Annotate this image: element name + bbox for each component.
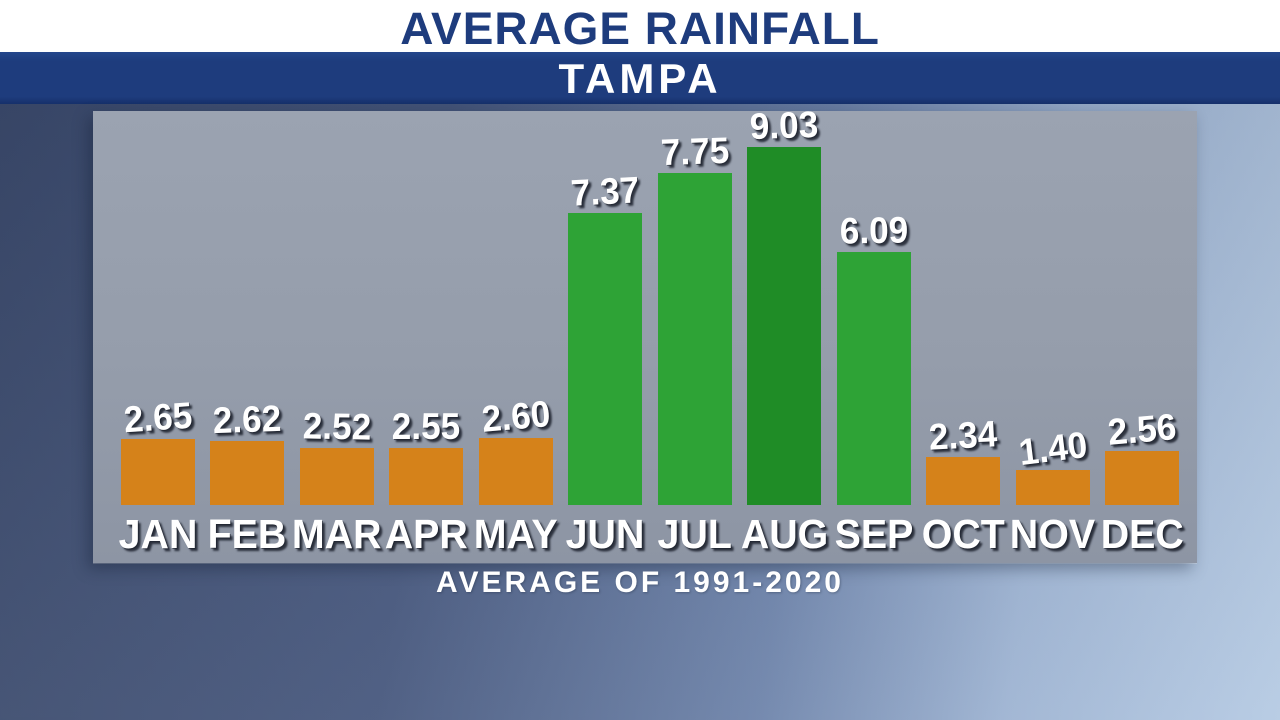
chart-caption: AVERAGE OF 1991-2020 — [436, 566, 844, 599]
rain-bar — [299, 448, 374, 505]
month-label: OCT — [921, 510, 1005, 557]
page-title: AVERAGE RAINFALL — [400, 2, 880, 54]
month-label: SEP — [834, 510, 914, 557]
bar-value-label: 7.75 — [659, 129, 730, 174]
bar-column: 2.62 FEB — [203, 397, 293, 563]
month-label: APR — [384, 510, 468, 557]
location-band: TAMPA — [0, 52, 1280, 104]
bar-column: 2.60 MAY — [471, 393, 561, 563]
bar-value-label: 2.60 — [479, 393, 552, 440]
bar-column: 2.52 MAR — [291, 405, 382, 563]
bar-value-label: 2.55 — [392, 406, 461, 447]
month-label: MAR — [291, 510, 382, 557]
bar-value-label: 1.40 — [1016, 423, 1090, 474]
location-title: TAMPA — [558, 55, 722, 102]
month-label: DEC — [1100, 510, 1184, 557]
month-label: FEB — [207, 510, 287, 557]
bar-value-label: 2.52 — [302, 405, 372, 448]
month-label: AUG — [740, 510, 828, 557]
bar-column: 2.65 JAN — [113, 394, 203, 563]
month-label: JAN — [118, 510, 198, 557]
rain-bar — [747, 147, 822, 505]
bar-column: 1.40 NOV — [1008, 424, 1098, 563]
rain-bar — [1015, 470, 1090, 505]
bar-value-label: 2.56 — [1106, 406, 1179, 453]
bar-value-label: 6.09 — [839, 209, 909, 252]
rain-bar — [120, 439, 195, 505]
bar-column: 2.34 OCT — [919, 413, 1009, 563]
bar-chart: 2.65 JAN 2.62 FEB 2.52 MAR 2.55 APR 2.60 MAY 7.37 J… — [113, 104, 1188, 563]
rainfall-chart-panel: 2.65 JAN 2.62 FEB 2.52 MAR 2.55 APR 2.60 MAY 7.37 J… — [93, 104, 1197, 563]
rain-bar — [836, 252, 911, 505]
rain-bar — [926, 457, 1001, 505]
bar-column: 6.09 SEP — [829, 209, 919, 563]
rain-bar — [210, 441, 285, 505]
bar-value-label: 7.37 — [570, 169, 641, 214]
bar-value-label: 2.34 — [928, 413, 999, 458]
bar-value-label: 9.03 — [749, 103, 820, 148]
bar-column: 7.37 JUN — [561, 169, 651, 563]
rain-bar — [389, 448, 464, 505]
bar-value-label: 2.65 — [122, 394, 194, 441]
title-bar: AVERAGE RAINFALL — [0, 0, 1280, 52]
bar-value-label: 2.62 — [212, 397, 283, 442]
month-label: NOV — [1010, 510, 1096, 557]
month-label: JUL — [657, 510, 732, 557]
rain-bar — [568, 213, 643, 505]
month-label: MAY — [473, 510, 558, 557]
rain-bar — [478, 438, 553, 505]
bar-column: 9.03 AUG — [740, 103, 830, 563]
bar-column: 2.55 APR — [382, 408, 472, 563]
bar-column: 2.56 DEC — [1098, 406, 1188, 563]
month-label: JUN — [565, 510, 645, 557]
bar-column: 7.75 JUL — [650, 129, 740, 563]
rain-bar — [657, 173, 732, 505]
rain-bar — [1105, 451, 1180, 505]
